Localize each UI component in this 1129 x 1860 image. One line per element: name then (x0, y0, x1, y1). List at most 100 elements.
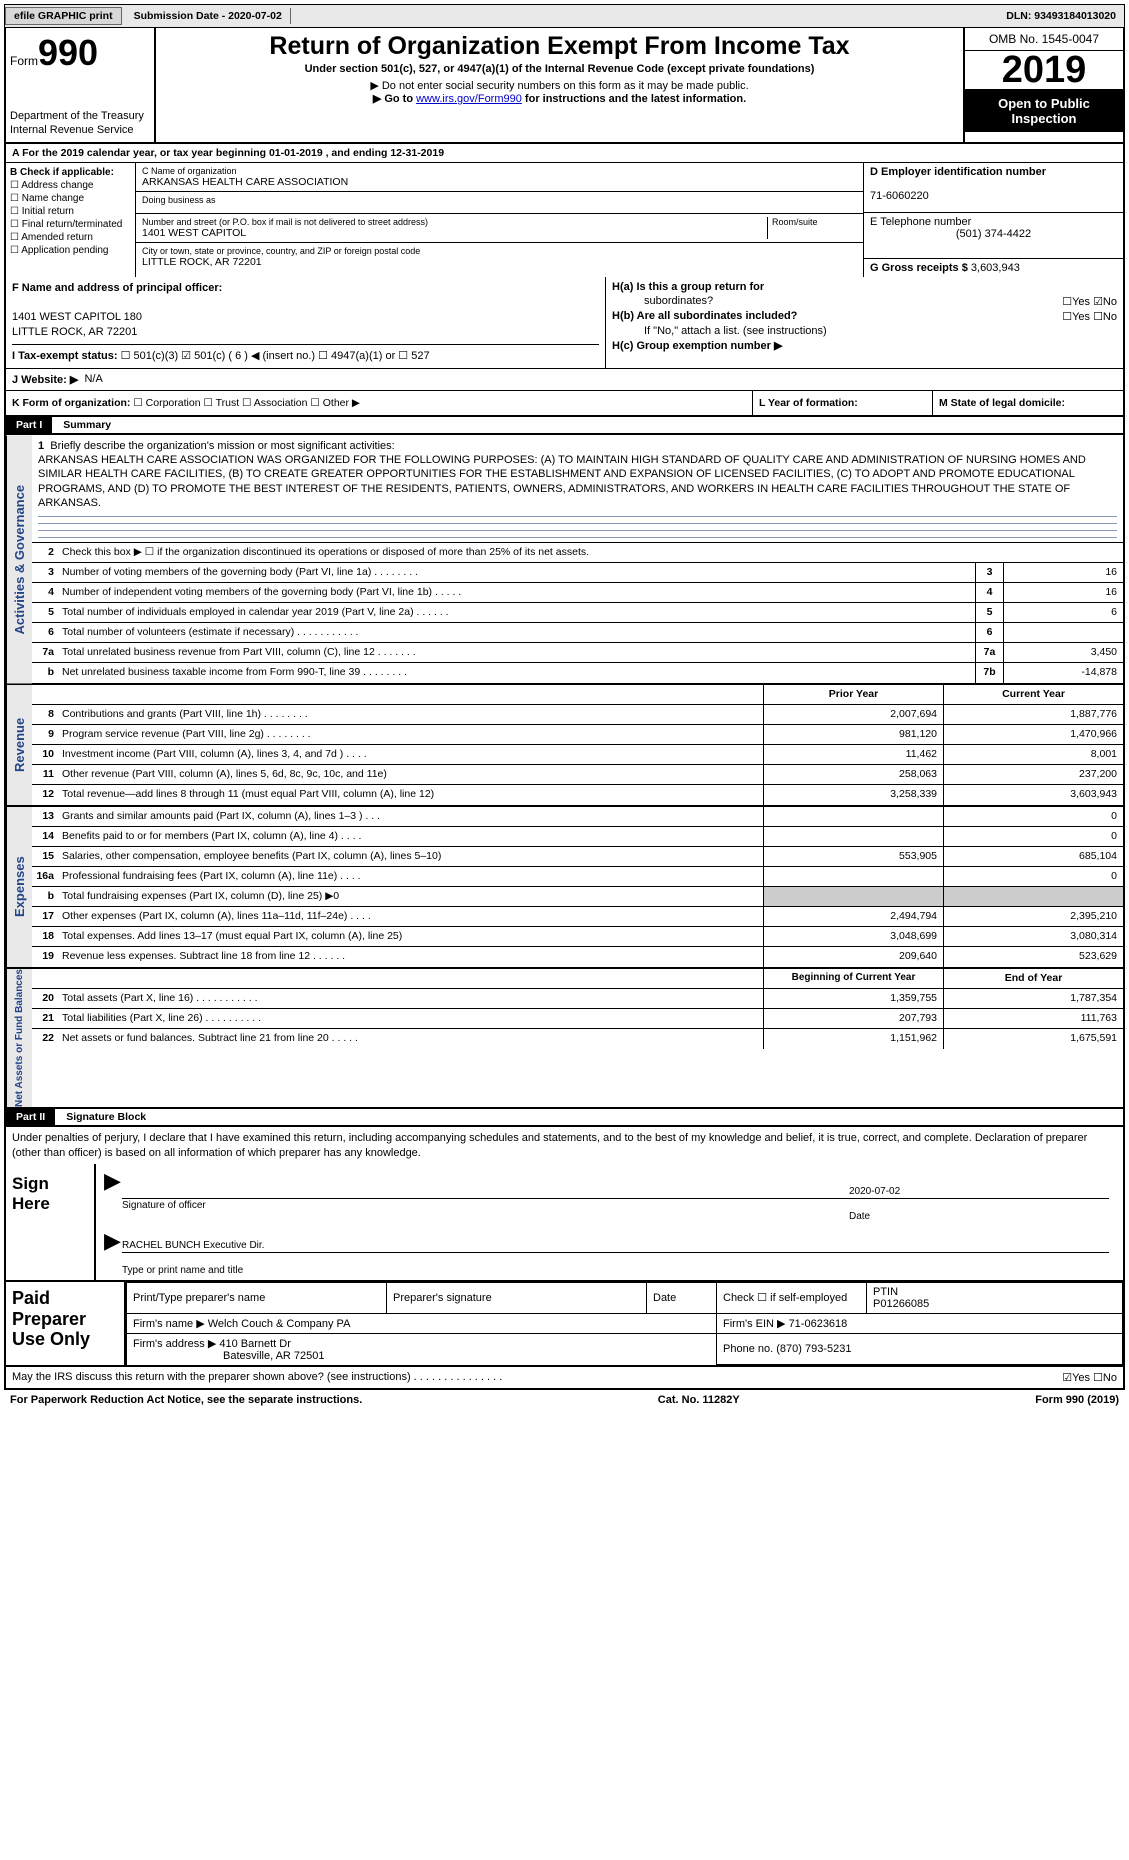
ppu-table: Print/Type preparer's name Preparer's si… (126, 1282, 1123, 1366)
line-7a: 7aTotal unrelated business revenue from … (32, 643, 1123, 663)
efile-print-button[interactable]: efile GRAPHIC print (5, 7, 122, 25)
revenue-block: Revenue Prior YearCurrent Year 8Contribu… (4, 685, 1125, 807)
line-16b: bTotal fundraising expenses (Part IX, co… (32, 887, 1123, 907)
dln-label: DLN: 93493184013020 (998, 8, 1124, 24)
line-3: 3Number of voting members of the governi… (32, 563, 1123, 583)
line-15: 15Salaries, other compensation, employee… (32, 847, 1123, 867)
section-m: M State of legal domicile: (933, 391, 1123, 415)
section-bcd: B Check if applicable: Address change Na… (4, 163, 1125, 277)
form-number: Form990 (10, 32, 150, 74)
netassets-block: Net Assets or Fund Balances Beginning of… (4, 969, 1125, 1109)
expenses-block: Expenses 13Grants and similar amounts pa… (4, 807, 1125, 969)
ein-row: D Employer identification number71-60602… (864, 163, 1123, 213)
dba-row: Doing business as (136, 192, 863, 214)
line-16a: 16aProfessional fundraising fees (Part I… (32, 867, 1123, 887)
part-2-num: Part II (6, 1109, 56, 1125)
sig-officer-line: Signature of officer 2020-07-02Date (122, 1198, 1109, 1222)
ppu-label: Paid Preparer Use Only (6, 1282, 126, 1366)
vtab-revenue: Revenue (6, 685, 32, 805)
top-toolbar: efile GRAPHIC print Submission Date - 20… (4, 4, 1125, 28)
tax-year: 2019 (965, 51, 1123, 90)
foot-center: Cat. No. 11282Y (658, 1394, 740, 1406)
line-21: 21Total liabilities (Part X, line 26) . … (32, 1009, 1123, 1029)
chk-final-return[interactable]: Final return/terminated (10, 219, 131, 230)
line-7b: bNet unrelated business taxable income f… (32, 663, 1123, 683)
line-20: 20Total assets (Part X, line 16) . . . .… (32, 989, 1123, 1009)
discuss-yesno[interactable]: ☑Yes ☐No (1062, 1371, 1117, 1384)
activities-block: Activities & Governance 1 Briefly descri… (4, 435, 1125, 685)
line-5: 5Total number of individuals employed in… (32, 603, 1123, 623)
gross-row: G Gross receipts $ 3,603,943 (864, 259, 1123, 277)
city-row: City or town, state or province, country… (136, 243, 863, 271)
foot-left: For Paperwork Reduction Act Notice, see … (10, 1394, 362, 1406)
sign-here-block: Sign Here ▶ Signature of officer 2020-07… (4, 1164, 1125, 1282)
ha-yesno[interactable]: ☐Yes ☑No (1062, 295, 1117, 308)
irs-link[interactable]: www.irs.gov/Form990 (416, 93, 522, 105)
line-19: 19Revenue less expenses. Subtract line 1… (32, 947, 1123, 967)
part-2-title: Signature Block (56, 1109, 1123, 1125)
form-990-page: efile GRAPHIC print Submission Date - 20… (0, 0, 1129, 1414)
header-left: Form990 Department of the TreasuryIntern… (6, 28, 156, 142)
net-header: Beginning of Current YearEnd of Year (32, 969, 1123, 989)
hb-yesno[interactable]: ☐Yes ☐No (1062, 310, 1117, 323)
line-10: 10Investment income (Part VIII, column (… (32, 745, 1123, 765)
section-f: F Name and address of principal officer:… (6, 277, 606, 368)
chk-name-change[interactable]: Name change (10, 193, 131, 204)
section-c: C Name of organizationARKANSAS HEALTH CA… (136, 163, 863, 277)
line-6: 6Total number of volunteers (estimate if… (32, 623, 1123, 643)
chk-address-change[interactable]: Address change (10, 180, 131, 191)
form-subtitle: Under section 501(c), 527, or 4947(a)(1)… (164, 63, 955, 75)
form-header: Form990 Department of the TreasuryIntern… (4, 28, 1125, 144)
vtab-netassets: Net Assets or Fund Balances (6, 969, 32, 1107)
section-l: L Year of formation: (753, 391, 933, 415)
section-deg: D Employer identification number71-60602… (863, 163, 1123, 277)
line-1: 1 Briefly describe the organization's mi… (32, 435, 1123, 543)
section-b: B Check if applicable: Address change Na… (6, 163, 136, 277)
line-2: 2Check this box ▶ ☐ if the organization … (32, 543, 1123, 563)
pycy-header: Prior YearCurrent Year (32, 685, 1123, 705)
line-14: 14Benefits paid to or for members (Part … (32, 827, 1123, 847)
foot-right: Form 990 (2019) (1035, 1394, 1119, 1406)
line-18: 18Total expenses. Add lines 13–17 (must … (32, 927, 1123, 947)
line-8: 8Contributions and grants (Part VIII, li… (32, 705, 1123, 725)
form-title: Return of Organization Exempt From Incom… (164, 32, 955, 61)
line-17: 17Other expenses (Part IX, column (A), l… (32, 907, 1123, 927)
paid-preparer-block: Paid Preparer Use Only Print/Type prepar… (4, 1282, 1125, 1368)
sign-here-label: Sign Here (6, 1164, 96, 1280)
section-fh: F Name and address of principal officer:… (4, 277, 1125, 369)
dept-label: Department of the TreasuryInternal Reven… (10, 110, 150, 138)
chk-amended-return[interactable]: Amended return (10, 232, 131, 243)
form-note-1: ▶ Do not enter social security numbers o… (164, 79, 955, 92)
section-h: H(a) Is this a group return for subordin… (606, 277, 1123, 368)
chk-application-pending[interactable]: Application pending (10, 245, 131, 256)
omb-number: OMB No. 1545-0047 (965, 28, 1123, 51)
chk-initial-return[interactable]: Initial return (10, 206, 131, 217)
section-j: J Website: ▶ N/A (4, 369, 1125, 391)
b-header: B Check if applicable: (10, 167, 131, 178)
header-right: OMB No. 1545-0047 2019 Open to Public In… (963, 28, 1123, 142)
perjury-text: Under penalties of perjury, I declare th… (4, 1127, 1125, 1164)
vtab-expenses: Expenses (6, 807, 32, 967)
vtab-activities: Activities & Governance (6, 435, 32, 683)
line-9: 9Program service revenue (Part VIII, lin… (32, 725, 1123, 745)
part-1-title: Summary (53, 417, 1123, 433)
page-footer: For Paperwork Reduction Act Notice, see … (4, 1388, 1125, 1410)
part-1-bar: Part I Summary (4, 417, 1125, 435)
addr-row: Number and street (or P.O. box if mail i… (136, 214, 863, 243)
sig-name-line: RACHEL BUNCH Executive Dir.Type or print… (122, 1252, 1109, 1276)
line-4: 4Number of independent voting members of… (32, 583, 1123, 603)
part-1-num: Part I (6, 417, 53, 433)
header-center: Return of Organization Exempt From Incom… (156, 28, 963, 142)
part-2-bar: Part II Signature Block (4, 1109, 1125, 1127)
phone-row: E Telephone number(501) 374-4422 (864, 213, 1123, 259)
section-klm: K Form of organization: ☐ Corporation ☐ … (4, 391, 1125, 417)
line-22: 22Net assets or fund balances. Subtract … (32, 1029, 1123, 1049)
discuss-row: May the IRS discuss this return with the… (4, 1367, 1125, 1388)
submission-date: Submission Date - 2020-07-02 (126, 8, 291, 24)
section-a-calendar: A For the 2019 calendar year, or tax yea… (4, 144, 1125, 163)
line-12: 12Total revenue—add lines 8 through 11 (… (32, 785, 1123, 805)
section-k: K Form of organization: ☐ Corporation ☐ … (6, 391, 753, 415)
form-note-2: ▶ Go to www.irs.gov/Form990 for instruct… (164, 92, 955, 105)
line-11: 11Other revenue (Part VIII, column (A), … (32, 765, 1123, 785)
open-inspection: Open to Public Inspection (965, 90, 1123, 132)
